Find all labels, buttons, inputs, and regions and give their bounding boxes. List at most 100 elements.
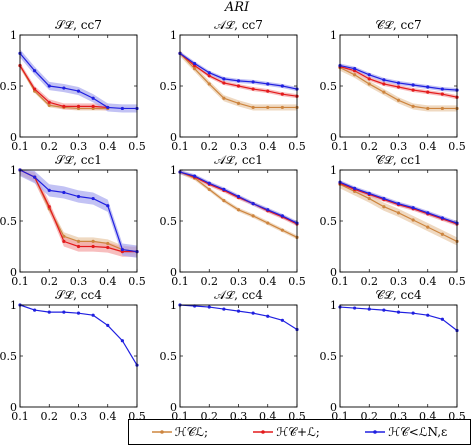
data-point-hc (411, 218, 415, 222)
data-point-hcn (222, 187, 226, 191)
band-hcplus (180, 51, 297, 99)
data-point-hcn (382, 196, 386, 201)
data-point-hc (193, 67, 197, 71)
plot-frame (19, 169, 138, 273)
x-tick-label: 0.1 (11, 410, 29, 423)
data-point-hc (440, 232, 444, 236)
data-point-hc (426, 225, 430, 229)
data-point-hc (440, 106, 444, 111)
y-tick-label: 0.5 (160, 215, 178, 228)
x-tick-label: 0.1 (171, 275, 189, 288)
data-point-hcplus (62, 104, 66, 108)
data-point-hcn (47, 188, 51, 192)
data-point-hcn (106, 323, 110, 327)
y-tick-label: 0.5 (0, 350, 17, 363)
data-point-hcn (411, 311, 415, 315)
data-point-hc (106, 241, 110, 246)
data-point-hcn (47, 310, 51, 314)
data-point-hc (382, 90, 386, 94)
data-point-hcn (62, 190, 66, 195)
data-point-hc (396, 98, 401, 102)
data-point-hcn (76, 194, 81, 199)
y-tick-label: 1 (170, 164, 177, 177)
data-point-hc (91, 239, 95, 243)
data-point-hcn (353, 67, 357, 71)
y-tick-label: 0 (10, 401, 17, 414)
data-point-hcn (411, 83, 415, 87)
x-tick-label: 0.3 (70, 410, 88, 423)
data-point-hc (411, 104, 415, 108)
data-point-hcplus (47, 205, 51, 209)
data-point-hcn (440, 317, 444, 321)
data-point-hc (236, 101, 241, 105)
data-point-hc (367, 196, 371, 201)
data-point-hcn (367, 307, 371, 311)
data-point-hcn (440, 87, 444, 91)
data-point-hcn (222, 307, 226, 311)
plot-frame (179, 34, 298, 138)
x-tick-label: 0.1 (331, 275, 349, 288)
data-point-hcn (367, 191, 371, 196)
subplot-2: 𝒞ℒ, cc7 0.1 0.2 0.3 0.4 0.5 0 0.5 1 (320, 18, 466, 153)
subplot-title: 𝒮ℒ, cc1 (55, 153, 102, 167)
y-tick-label: 0.5 (320, 80, 338, 93)
data-point-hc (280, 105, 284, 110)
data-point-hcn (33, 69, 37, 73)
x-tick-label: 0.2 (361, 140, 379, 153)
y-tick-label: 1 (330, 299, 337, 312)
subplot-4: 𝒜ℒ, cc1 0.1 0.2 0.3 0.4 0.5 0 0.5 1 (160, 153, 306, 288)
data-point-hc (251, 105, 255, 110)
x-tick-label: 0.3 (70, 140, 88, 153)
data-point-hc (222, 96, 226, 100)
subplot-3: 𝒮ℒ, cc1 0.1 0.2 0.3 0.4 0.5 0 0.5 1 (0, 153, 146, 288)
x-tick-label: 0.4 (259, 140, 277, 153)
legend-swatch-hcn (365, 430, 386, 434)
data-point-hcplus (367, 77, 371, 81)
data-point-hcn (120, 339, 124, 343)
legend-label-hc: ℋ𝒞ℒ; (174, 424, 208, 439)
data-point-hcn (382, 308, 386, 312)
data-point-hc (353, 73, 357, 77)
subplot-title: 𝒞ℒ, cc7 (375, 18, 421, 32)
data-point-hcn (207, 181, 211, 185)
data-point-hcn (33, 308, 37, 312)
data-point-hcn (207, 305, 211, 309)
x-tick-label: 0.1 (11, 140, 29, 153)
data-point-hc (367, 82, 371, 86)
y-tick-label: 0.5 (0, 80, 17, 93)
y-tick-label: 1 (10, 164, 17, 177)
data-point-hc (266, 105, 270, 110)
x-tick-label: 0.3 (230, 140, 248, 153)
x-tick-label: 0.1 (331, 140, 349, 153)
subplot-title: 𝒞ℒ, cc4 (375, 288, 422, 302)
band-hcn (340, 63, 457, 93)
legend-item-hc: ℋ𝒞ℒ; (151, 424, 208, 440)
series-line-hcn (19, 52, 137, 110)
data-point-hc (207, 82, 211, 86)
data-point-hc (236, 208, 241, 212)
data-point-hc (62, 234, 66, 238)
data-point-hc (76, 239, 81, 243)
data-point-hcn (120, 106, 124, 111)
data-point-hc (266, 221, 270, 225)
figure-suptitle: ARI (224, 0, 250, 15)
band-hc (180, 50, 297, 111)
y-tick-label: 0 (170, 131, 177, 144)
data-point-hcplus (76, 104, 81, 108)
data-point-hcn (193, 61, 197, 66)
data-point-hcn (222, 77, 226, 81)
data-point-hcn (426, 211, 430, 215)
data-point-hcplus (207, 74, 211, 78)
x-tick-label: 0.5 (128, 275, 146, 288)
data-point-hcn (382, 78, 386, 82)
data-point-hcn (251, 311, 255, 315)
x-tick-label: 0.5 (288, 275, 306, 288)
plot-frame (179, 169, 298, 273)
plot-frame (339, 304, 458, 408)
data-point-hcn (353, 306, 357, 310)
x-tick-label: 0.4 (99, 275, 117, 288)
data-point-hcplus (222, 81, 226, 85)
